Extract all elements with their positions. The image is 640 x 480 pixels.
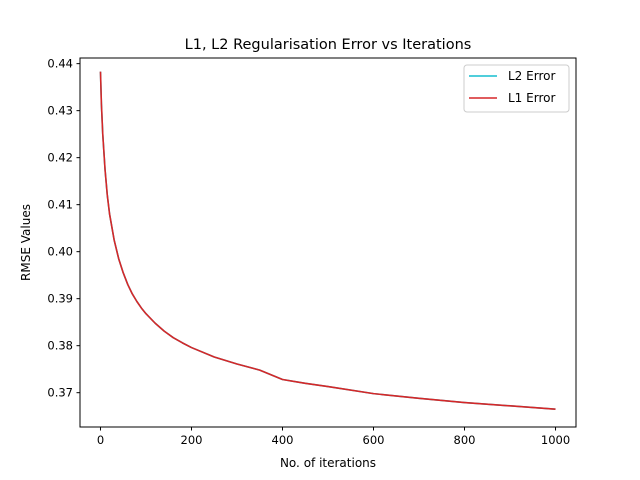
x-tick-label: 400: [272, 433, 294, 447]
legend-entry: L2 Error: [508, 69, 555, 83]
x-tick-label: 1000: [541, 433, 570, 447]
x-tick-label: 200: [181, 433, 203, 447]
x-tick-label: 0: [97, 433, 104, 447]
series-line-l1-error: [99, 71, 556, 410]
legend: L2 Error L1 Error: [463, 64, 570, 113]
y-tick-label: 0.38: [47, 339, 73, 353]
y-axis-label: RMSE Values: [19, 204, 33, 281]
chart-title: L1, L2 Regularisation Error vs Iteration…: [185, 37, 472, 53]
y-tick-label: 0.37: [47, 386, 73, 400]
x-tick-label: 800: [454, 433, 476, 447]
x-tick-label: 600: [363, 433, 385, 447]
plot-frame: [79, 57, 577, 428]
legend-entry: L1 Error: [508, 91, 555, 105]
y-tick-label: 0.43: [47, 104, 73, 118]
plot-area: [99, 71, 556, 410]
axis-ticks: 0 200 400 600 800 1000 0.37 0.38 0.39 0.40 0.41 0.4…: [47, 57, 570, 447]
y-tick-label: 0.40: [47, 245, 73, 259]
y-tick-label: 0.42: [47, 151, 73, 165]
y-tick-label: 0.39: [47, 292, 73, 306]
x-axis-label: No. of iterations: [280, 456, 376, 470]
y-tick-label: 0.41: [47, 198, 73, 212]
y-tick-label: 0.44: [47, 57, 73, 71]
